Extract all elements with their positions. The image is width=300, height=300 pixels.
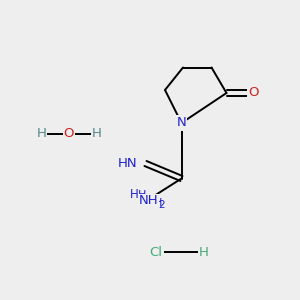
Text: N: N: [144, 193, 153, 206]
Text: H: H: [138, 190, 146, 200]
Text: NH: NH: [139, 194, 158, 208]
Text: O: O: [64, 127, 74, 140]
Text: H: H: [199, 245, 209, 259]
Text: N: N: [177, 116, 186, 130]
Text: O: O: [248, 86, 259, 100]
Text: Cl: Cl: [149, 245, 163, 259]
Text: H: H: [92, 127, 101, 140]
Text: H: H: [130, 188, 139, 201]
Text: 2: 2: [158, 200, 165, 210]
Text: H: H: [37, 127, 46, 140]
Text: H: H: [154, 198, 162, 208]
Text: HN: HN: [118, 157, 137, 170]
